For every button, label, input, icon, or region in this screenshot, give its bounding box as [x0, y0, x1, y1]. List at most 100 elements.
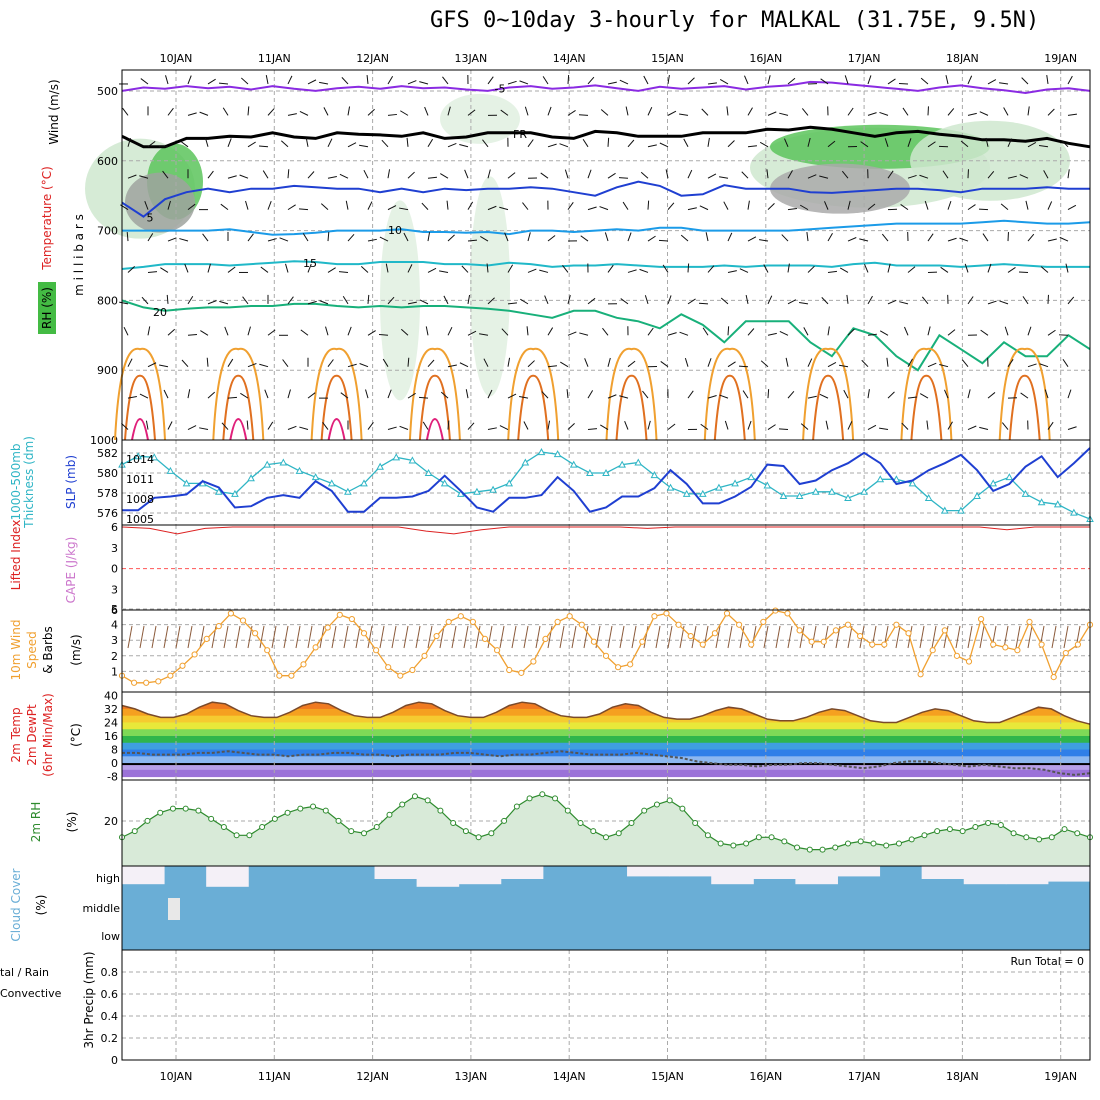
wind-barb [327, 232, 330, 242]
wind-barb [827, 326, 830, 336]
isotherm-25 [802, 347, 855, 441]
wind-barb [667, 74, 670, 85]
wind-barb [144, 201, 149, 210]
wind-barb [640, 171, 649, 179]
wind-barb [347, 234, 355, 242]
wind-barb [579, 332, 589, 336]
cloud-level-label: high [96, 872, 120, 885]
wind-barb [280, 140, 289, 148]
temp2m-tick: -8 [107, 771, 118, 784]
wind-barb [665, 169, 669, 179]
wind-barb [147, 326, 151, 336]
wind-barb [687, 298, 696, 305]
wind-barb [160, 267, 169, 273]
wind-barb [179, 238, 189, 242]
thickness-marker [327, 479, 336, 487]
wind10m-barb [283, 625, 289, 649]
wind-barb [447, 420, 450, 430]
wind-barb [147, 233, 154, 242]
wind10m-barb [391, 625, 397, 649]
thickness-tick: 582 [97, 447, 118, 460]
wind-barb [567, 295, 571, 304]
wind-barb [1007, 267, 1016, 273]
rh2m-marker [361, 830, 367, 837]
wind10m-speed-marker [385, 664, 392, 671]
wind-barb [887, 391, 895, 399]
wind-barb [747, 107, 753, 116]
wind-barb [999, 82, 1009, 85]
wind-barb [807, 395, 817, 399]
slp-tick: 1011 [126, 473, 154, 486]
wind-barb [147, 362, 157, 368]
wind-barb [779, 112, 789, 116]
wind-barb [907, 266, 916, 273]
day-label-top: 12JAN [356, 52, 389, 65]
wind-barb [700, 423, 709, 430]
rh2m-marker [564, 807, 571, 814]
rh2m-marker [144, 817, 151, 824]
wind10m-barb [259, 625, 265, 649]
wind-barb [625, 106, 629, 116]
wind10m-speed-marker [1014, 647, 1021, 654]
wind-barb [607, 172, 616, 179]
wind10m-speed-marker [239, 617, 247, 624]
chart-title: GFS 0~10day 3-hourly for MALKAL (31.75E,… [430, 8, 1040, 33]
wind-barb [140, 78, 149, 85]
wind10m-speed-marker [203, 635, 210, 642]
wind-barb [507, 80, 517, 85]
thickness-marker [892, 475, 901, 483]
wind-barb [806, 232, 809, 242]
wind-barb [667, 423, 676, 430]
wind-barb [927, 141, 936, 148]
temp2m-band [122, 702, 1090, 703]
wind10m-speed-marker [1002, 644, 1009, 651]
wind10m-barb [187, 625, 193, 649]
thickness-marker [360, 479, 368, 487]
temp2m-band [122, 749, 1090, 757]
wind-barb [947, 329, 956, 336]
wind-barb [821, 297, 829, 305]
wind-barb [459, 143, 469, 148]
ylabel-precip: 3hr Precip (mm) [82, 951, 96, 1048]
thickness-marker [473, 487, 481, 495]
isotherm-label: -5 [495, 82, 506, 95]
wind-barb [567, 74, 570, 84]
pressure-tick: 500 [97, 85, 118, 98]
thickness-marker [182, 479, 191, 487]
wind-barb [587, 206, 597, 211]
isotherm-10 [122, 219, 1091, 236]
thickness-marker [489, 485, 497, 493]
wind-barb [302, 233, 309, 242]
rh-shading [440, 93, 520, 144]
wind-barb [1004, 326, 1009, 336]
wind-barb [1027, 141, 1037, 148]
wind-barb [787, 390, 795, 399]
wind-barb [387, 75, 394, 85]
wind-barb [987, 79, 997, 85]
wind-barb [807, 358, 813, 367]
wind-barb [126, 232, 129, 242]
wind-barb [799, 204, 809, 211]
stability-panel: 6 3 0 3 6 [111, 521, 1090, 617]
day-label-top: 13JAN [454, 52, 487, 65]
rh2m-marker [794, 844, 801, 851]
wind-barb [547, 143, 557, 148]
wind10m-barb [799, 625, 805, 649]
wind-barb [287, 169, 290, 179]
ylabel-temperature: Temperature (°C) [40, 166, 54, 271]
wind-barb [887, 78, 896, 85]
wind-barb [884, 138, 889, 147]
wind-barb [787, 208, 797, 211]
wind10m-barb [151, 625, 157, 649]
wind10m-barb [403, 625, 409, 649]
wind-barb [320, 203, 329, 210]
rh2m-marker [730, 842, 737, 849]
wind10m-speed-marker [627, 661, 634, 668]
thickness-marker [989, 479, 998, 487]
wind-barb [262, 170, 269, 179]
wind-barb [287, 113, 297, 116]
thickness-marker [537, 448, 546, 456]
wind-barb [944, 389, 949, 399]
wind-barb [427, 359, 435, 368]
